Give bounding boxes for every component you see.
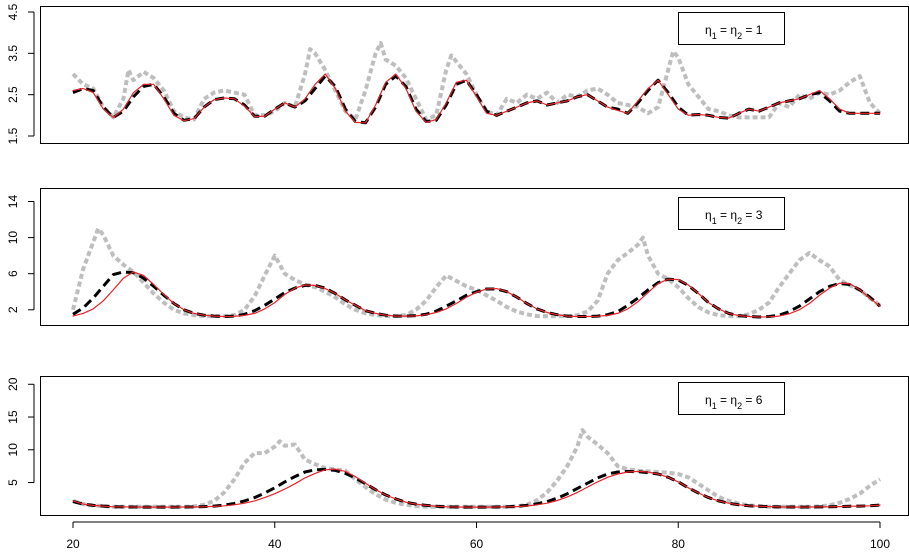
x-tick-label: 60 — [470, 537, 484, 551]
y-tick-label: 10 — [6, 231, 20, 245]
series-red-solid-line — [72, 73, 881, 124]
legend-box — [678, 382, 785, 415]
y-tick-label: 1.5 — [6, 127, 20, 144]
legend: η1 = η2 = 1 — [678, 12, 785, 45]
series-black-dashed-line — [72, 467, 881, 509]
y-tick-label: 2.5 — [6, 86, 20, 103]
y-tick-label: 15 — [6, 410, 20, 424]
y-tick-label: 6 — [6, 270, 20, 277]
x-tick-label: 100 — [870, 537, 890, 551]
y-tick-label: 5 — [6, 479, 20, 486]
y-tick-label: 20 — [6, 377, 20, 391]
y-tick-label: 4.5 — [6, 3, 20, 20]
series-red-solid-line — [72, 468, 881, 508]
legend-label: η1 = η2 = 3 — [705, 208, 763, 226]
legend-label: η1 = η2 = 6 — [705, 393, 763, 411]
legend-box — [678, 12, 785, 45]
series-grey-dotted-line — [72, 428, 882, 509]
y-tick-label: 2 — [6, 306, 20, 313]
series-grey-dotted-line — [71, 41, 882, 122]
legend-box — [678, 197, 785, 230]
y-tick-label: 10 — [6, 443, 20, 457]
legend: η1 = η2 = 3 — [678, 197, 785, 230]
y-tick-label: 14 — [6, 195, 20, 209]
x-tick-label: 20 — [66, 537, 80, 551]
y-tick-label: 3.5 — [6, 45, 20, 62]
x-tick-label: 80 — [672, 537, 686, 551]
chart-panel-2: 2 6 10 14 η1 = η2 = 3 — [6, 188, 909, 326]
legend-label: η1 = η2 = 1 — [705, 23, 763, 41]
chart-panel-3: 5 10 15 20 20 40 60 80 100 η1 = η2 = 6 — [6, 376, 909, 551]
series-grey-dotted-line — [71, 226, 882, 319]
series-red-solid-line — [72, 271, 881, 318]
legend: η1 = η2 = 6 — [678, 382, 785, 415]
series-black-dashed-line — [72, 270, 881, 319]
chart-panel-1: 1.5 2.5 3.5 4.5 η1 = η2 = 1 — [6, 3, 909, 144]
x-tick-label: 40 — [268, 537, 282, 551]
